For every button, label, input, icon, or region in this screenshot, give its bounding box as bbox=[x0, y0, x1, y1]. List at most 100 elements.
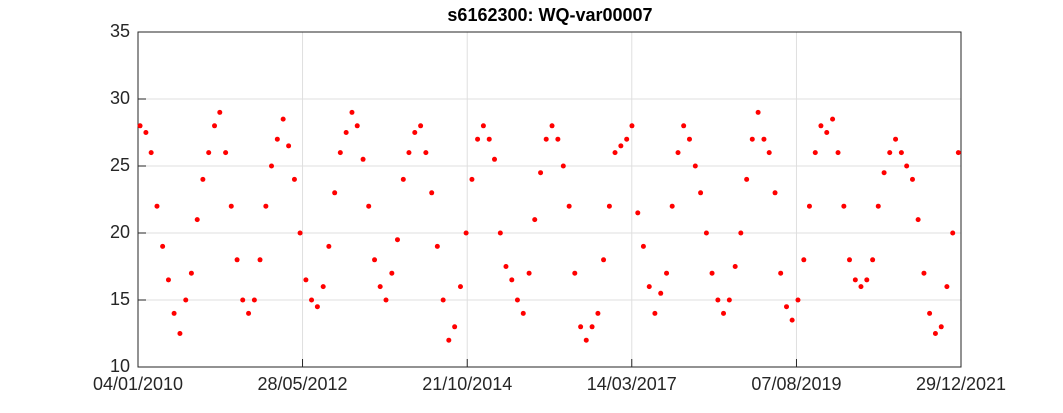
point bbox=[601, 257, 607, 263]
point bbox=[406, 150, 412, 156]
point bbox=[343, 130, 349, 135]
point bbox=[349, 109, 355, 115]
point bbox=[904, 163, 910, 169]
point bbox=[789, 317, 795, 323]
point bbox=[418, 123, 424, 129]
point bbox=[280, 116, 286, 122]
point bbox=[738, 230, 744, 236]
point bbox=[503, 264, 509, 269]
point bbox=[709, 270, 715, 276]
point bbox=[332, 190, 338, 196]
point bbox=[309, 297, 315, 303]
point bbox=[795, 297, 801, 303]
point bbox=[578, 324, 584, 330]
point bbox=[366, 203, 372, 209]
point bbox=[223, 150, 229, 156]
point bbox=[320, 284, 326, 290]
x-tick-label: 21/10/2014 bbox=[422, 374, 512, 394]
point bbox=[400, 176, 406, 182]
point bbox=[881, 170, 887, 176]
point bbox=[932, 331, 938, 336]
point bbox=[955, 150, 961, 156]
point bbox=[749, 136, 755, 142]
point bbox=[274, 136, 280, 142]
point bbox=[412, 130, 418, 135]
y-tick-label: 25 bbox=[110, 155, 130, 175]
point bbox=[394, 237, 400, 243]
point bbox=[240, 297, 246, 303]
point bbox=[326, 243, 332, 249]
point bbox=[778, 270, 784, 276]
point bbox=[383, 297, 389, 303]
point bbox=[652, 310, 658, 316]
point bbox=[297, 230, 303, 236]
point bbox=[457, 284, 463, 290]
point bbox=[497, 230, 503, 236]
point bbox=[858, 284, 864, 290]
point bbox=[520, 310, 526, 316]
point bbox=[830, 116, 836, 122]
point bbox=[188, 270, 194, 276]
plot-frame bbox=[137, 31, 962, 368]
point bbox=[721, 310, 727, 316]
point bbox=[755, 109, 761, 115]
x-tick-label: 29/12/2021 bbox=[916, 374, 1006, 394]
point bbox=[549, 123, 555, 129]
point bbox=[372, 257, 378, 263]
point bbox=[938, 324, 944, 330]
x-tick-label: 28/05/2012 bbox=[257, 374, 347, 394]
point bbox=[801, 257, 807, 263]
point bbox=[921, 270, 927, 276]
point bbox=[434, 243, 440, 249]
point bbox=[870, 257, 876, 263]
point bbox=[137, 123, 143, 129]
point bbox=[291, 176, 297, 182]
point bbox=[560, 163, 566, 169]
chart-title: s6162300: WQ-var00007 bbox=[447, 5, 652, 25]
point bbox=[772, 190, 778, 196]
point bbox=[640, 243, 646, 249]
point bbox=[446, 337, 452, 343]
point bbox=[698, 190, 704, 196]
point bbox=[183, 297, 189, 303]
point bbox=[160, 243, 166, 249]
point bbox=[463, 230, 469, 236]
point bbox=[514, 297, 520, 303]
point bbox=[875, 203, 881, 209]
y-tick-label: 15 bbox=[110, 289, 130, 309]
point bbox=[212, 123, 218, 129]
point bbox=[263, 203, 269, 209]
point bbox=[909, 176, 915, 182]
point bbox=[314, 304, 320, 310]
point bbox=[664, 270, 670, 276]
point bbox=[635, 210, 641, 216]
point bbox=[566, 203, 572, 209]
point bbox=[703, 230, 709, 236]
point bbox=[475, 136, 481, 142]
point bbox=[486, 136, 492, 142]
point bbox=[469, 176, 475, 182]
point bbox=[337, 150, 343, 156]
point bbox=[618, 143, 624, 149]
point bbox=[200, 176, 206, 182]
point bbox=[629, 123, 635, 129]
point bbox=[354, 123, 360, 129]
y-tick-label: 30 bbox=[110, 88, 130, 108]
point bbox=[927, 310, 933, 316]
point bbox=[532, 217, 538, 223]
point bbox=[452, 324, 458, 330]
point bbox=[669, 203, 675, 209]
point bbox=[538, 170, 544, 176]
point bbox=[686, 136, 692, 142]
point bbox=[246, 310, 252, 316]
point bbox=[583, 337, 589, 343]
point bbox=[143, 130, 149, 135]
point bbox=[480, 123, 486, 129]
y-tick-label: 20 bbox=[110, 222, 130, 242]
point bbox=[389, 270, 395, 276]
point bbox=[784, 304, 790, 310]
point bbox=[194, 217, 200, 223]
